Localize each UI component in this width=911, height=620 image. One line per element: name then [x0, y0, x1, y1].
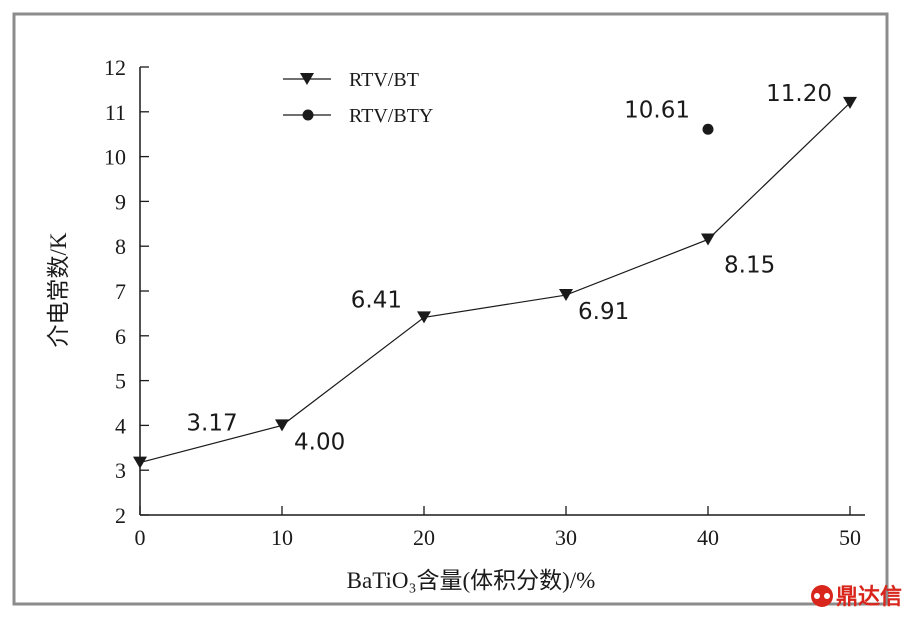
logo-icon: [811, 585, 833, 607]
watermark: 鼎达信: [811, 584, 902, 610]
y-tick-label: 11: [105, 100, 126, 125]
legend-label-rtv-bty: RTV/BTY: [349, 105, 433, 127]
series-line-rtv-bt: [139, 102, 851, 464]
y-tick-label: 5: [115, 369, 126, 394]
series-group: [133, 96, 857, 469]
legend-marker-triangle-icon: [300, 73, 314, 85]
data-labels-group: 3.17 4.00 6.41 6.91 8.15 11.20 10.61: [186, 81, 832, 456]
y-tick-label: 6: [115, 324, 126, 349]
x-tick-label: 0: [135, 525, 146, 550]
watermark-text: 鼎达信: [836, 584, 902, 610]
legend-label-rtv-bt: RTV/BT: [349, 69, 419, 91]
y-tick-label: 3: [115, 458, 126, 483]
data-label: 10.61: [624, 97, 690, 123]
y-tick-label: 8: [115, 234, 126, 259]
x-tick-label: 20: [413, 525, 435, 550]
y-axis-title: 介电常数/K: [46, 232, 71, 347]
y-tick-label: 4: [115, 413, 126, 438]
data-point-rtv-bt: [417, 311, 431, 324]
frame-border: [12, 12, 889, 606]
y-tick-label: 7: [115, 279, 126, 304]
data-point-rtv-bt: [133, 456, 147, 469]
data-label: 8.15: [724, 252, 775, 278]
data-label: 4.00: [294, 429, 345, 455]
y-tick-label: 10: [104, 145, 126, 170]
data-label: 6.91: [578, 299, 629, 325]
data-point-rtv-bt: [275, 419, 289, 432]
y-tick-label: 9: [115, 189, 126, 214]
x-tick-label: 30: [555, 525, 577, 550]
axis-ticks: 2 3 4 5 6 7 8 9 10 11 12 0 10 20 30 40 50: [104, 55, 861, 550]
x-tick-label: 40: [697, 525, 719, 550]
data-point-rtv-bt: [843, 96, 857, 109]
data-point-rtv-bty: [702, 123, 714, 135]
y-tick-label: 2: [115, 503, 126, 528]
x-tick-label: 50: [839, 525, 861, 550]
x-tick-label: 10: [271, 525, 293, 550]
data-point-rtv-bt: [701, 233, 715, 246]
legend: RTV/BT RTV/BTY: [283, 69, 433, 127]
x-axis-title: BaTiO₃含量(体积分数)/%: [347, 568, 596, 593]
data-label: 11.20: [766, 81, 832, 107]
legend-marker-circle-icon: [302, 109, 314, 121]
data-label: 3.17: [186, 411, 237, 437]
y-tick-label: 12: [104, 55, 126, 80]
data-point-rtv-bt: [559, 289, 573, 302]
data-label: 6.41: [351, 287, 402, 313]
